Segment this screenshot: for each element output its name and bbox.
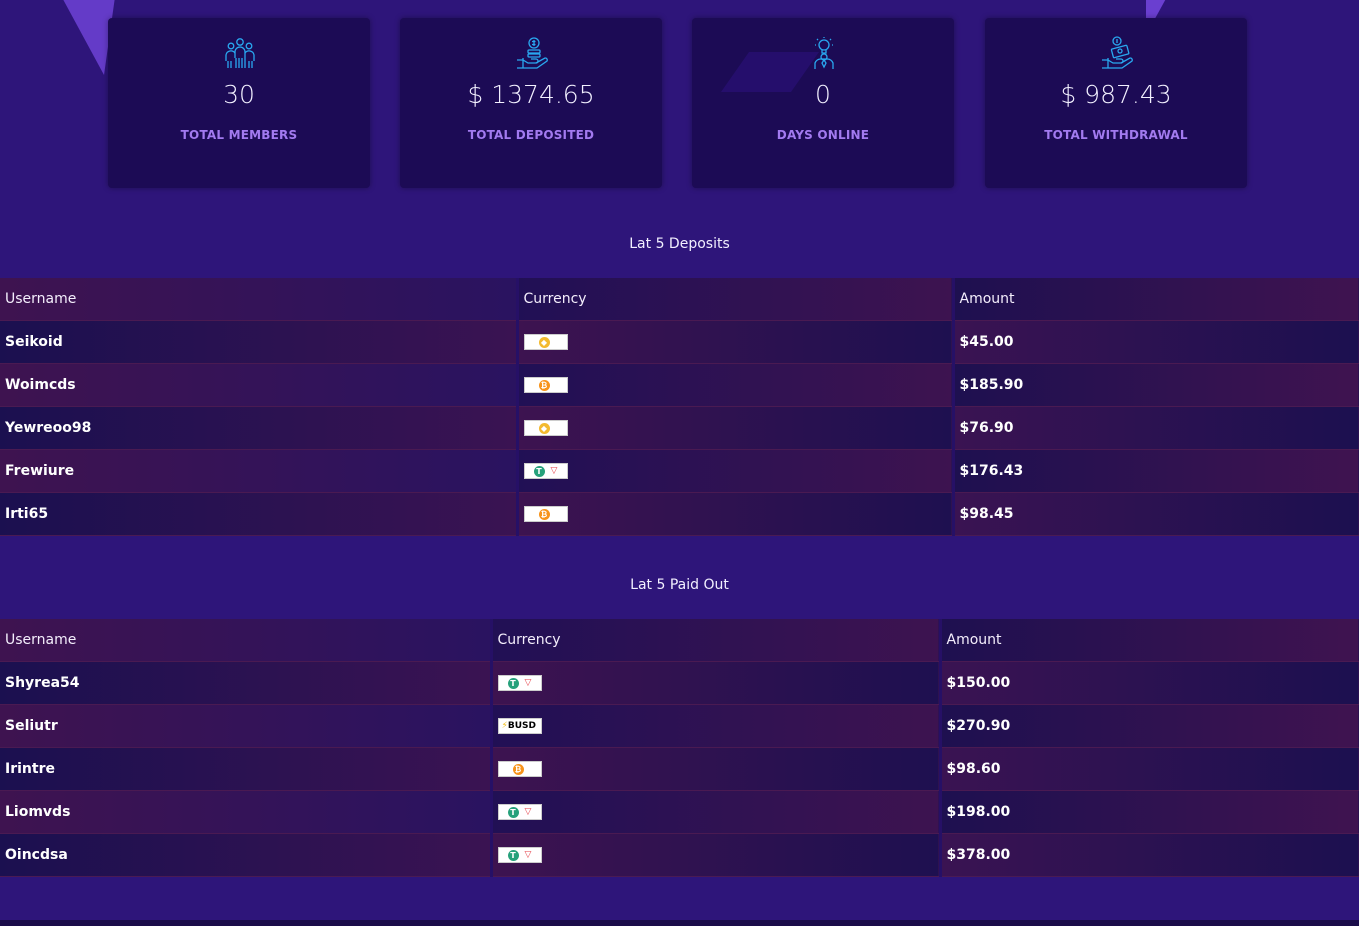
currency-cell: T ▽	[491, 833, 942, 877]
currency-cell: T ▽	[491, 661, 942, 705]
currency-cell: T ▽	[491, 790, 942, 834]
busd-icon: ⚡BUSD	[497, 718, 542, 734]
table-row: Irintre ₿ $98.60	[0, 747, 1359, 791]
amount-cell: $98.60	[940, 747, 1359, 791]
amount-cell: $185.90	[953, 363, 1359, 407]
stat-value: $ 987.43	[1060, 80, 1172, 109]
amount-cell: $45.00	[953, 320, 1359, 364]
table-row: Yewreoo98 ◆ $76.90	[0, 406, 1359, 450]
table-row: Woimcds ₿ $185.90	[0, 363, 1359, 407]
table-row: Seikoid ◆ $45.00	[0, 320, 1359, 364]
currency-cell: ₿	[517, 492, 955, 536]
currency-cell: ◆	[517, 406, 955, 450]
currency-cell: ₿	[517, 363, 955, 407]
person-idea-icon	[814, 37, 834, 69]
username-cell: Yewreoo98	[0, 406, 519, 450]
username-cell: Irti65	[0, 492, 519, 536]
payouts-table: Username Currency Amount Shyrea54 T ▽ $15…	[0, 619, 1359, 877]
column-header-currency: Currency	[491, 619, 942, 662]
column-header-currency: Currency	[517, 278, 955, 321]
deposits-table: Username Currency Amount Seikoid ◆ $45.0…	[0, 278, 1359, 536]
bnb-icon: ◆	[523, 334, 568, 350]
usdt-trc20-icon: T ▽	[497, 804, 542, 820]
username-cell: Shyrea54	[0, 661, 493, 705]
table-row: Seliutr ⚡BUSD $270.90	[0, 704, 1359, 748]
table-row: Frewiure T ▽ $176.43	[0, 449, 1359, 493]
table-row: Oincdsa T ▽ $378.00	[0, 833, 1359, 877]
deposits-title: Lat 5 Deposits	[629, 236, 730, 252]
amount-cell: $150.00	[940, 661, 1359, 705]
table-row: Shyrea54 T ▽ $150.00	[0, 661, 1359, 705]
stat-label: DAYS ONLINE	[776, 128, 870, 142]
stat-value: 30	[223, 80, 255, 109]
stat-card-total-withdrawal: $ 987.43 TOTAL WITHDRAWAL	[985, 18, 1247, 188]
stat-label: TOTAL MEMBERS	[180, 128, 298, 142]
amount-cell: $270.90	[940, 704, 1359, 748]
table-row: Irti65 ₿ $98.45	[0, 492, 1359, 536]
username-cell: Frewiure	[0, 449, 519, 493]
users-group-icon	[225, 38, 255, 68]
amount-cell: $76.90	[953, 406, 1359, 450]
hand-money-icon	[1102, 36, 1133, 69]
column-header-amount: Amount	[940, 619, 1359, 662]
bitcoin-icon: ₿	[523, 377, 568, 393]
usdt-trc20-icon: T ▽	[523, 463, 568, 479]
usdt-trc20-icon: T ▽	[497, 675, 542, 691]
amount-cell: $176.43	[953, 449, 1359, 493]
currency-cell: ◆	[517, 320, 955, 364]
username-cell: Seikoid	[0, 320, 519, 364]
payouts-title: Lat 5 Paid Out	[630, 577, 729, 593]
currency-cell: T ▽	[517, 449, 955, 493]
table-header-row: Username Currency Amount	[0, 619, 1359, 662]
username-cell: Liomvds	[0, 790, 493, 834]
username-cell: Woimcds	[0, 363, 519, 407]
stat-value: 0	[815, 80, 831, 109]
bitcoin-icon: ₿	[523, 506, 568, 522]
username-cell: Irintre	[0, 747, 493, 791]
busd-label: BUSD	[507, 721, 536, 731]
stat-card-days-online: 0 DAYS ONLINE	[692, 18, 954, 188]
hand-coins-icon	[517, 37, 548, 69]
usdt-trc20-icon: T ▽	[497, 847, 542, 863]
table-header-row: Username Currency Amount	[0, 278, 1359, 321]
stats-row: 30 TOTAL MEMBERS $ 1374.65 TOTAL DEPOSIT…	[0, 18, 1359, 190]
stat-label: TOTAL WITHDRAWAL	[1044, 128, 1188, 142]
bnb-icon: ◆	[523, 420, 568, 436]
currency-cell: ₿	[491, 747, 942, 791]
column-header-username: Username	[0, 619, 493, 662]
stat-card-total-members: 30 TOTAL MEMBERS	[108, 18, 370, 188]
stat-label: TOTAL DEPOSITED	[467, 128, 595, 142]
footer-bar	[0, 920, 1359, 926]
currency-cell: ⚡BUSD	[491, 704, 942, 748]
username-cell: Oincdsa	[0, 833, 493, 877]
column-header-amount: Amount	[953, 278, 1359, 321]
amount-cell: $198.00	[940, 790, 1359, 834]
table-row: Liomvds T ▽ $198.00	[0, 790, 1359, 834]
bitcoin-icon: ₿	[497, 761, 542, 777]
username-cell: Seliutr	[0, 704, 493, 748]
column-header-username: Username	[0, 278, 519, 321]
stat-value: $ 1374.65	[467, 80, 595, 109]
amount-cell: $378.00	[940, 833, 1359, 877]
amount-cell: $98.45	[953, 492, 1359, 536]
stat-card-total-deposited: $ 1374.65 TOTAL DEPOSITED	[400, 18, 662, 188]
